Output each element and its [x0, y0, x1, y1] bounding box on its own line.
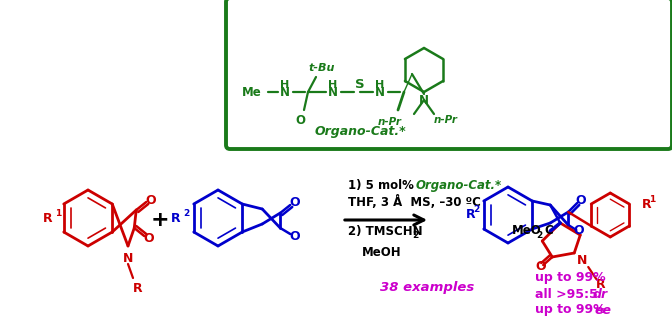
Text: 2: 2 [183, 209, 190, 217]
Text: C: C [544, 225, 553, 238]
Text: MeOH: MeOH [362, 245, 402, 259]
Text: N: N [328, 85, 338, 98]
Text: 2: 2 [473, 205, 479, 215]
Text: t-Bu: t-Bu [309, 63, 335, 73]
Text: MeO: MeO [512, 225, 542, 238]
Text: N: N [375, 85, 385, 98]
Text: 1: 1 [649, 196, 655, 204]
Text: R: R [171, 212, 181, 225]
Text: dr: dr [593, 288, 608, 301]
Text: +: + [151, 210, 169, 230]
Text: Organo-Cat.*: Organo-Cat.* [314, 126, 406, 139]
Text: H: H [376, 80, 384, 90]
FancyBboxPatch shape [226, 0, 672, 149]
Text: 2) TMSCHN: 2) TMSCHN [348, 226, 423, 239]
Text: 2: 2 [412, 231, 418, 241]
Text: N: N [280, 85, 290, 98]
Text: O: O [145, 194, 155, 206]
Text: R: R [133, 281, 143, 294]
Text: O: O [573, 225, 583, 238]
Text: N: N [123, 251, 133, 264]
Text: up to 99%: up to 99% [535, 304, 610, 317]
Text: 1) 5 mol%: 1) 5 mol% [348, 180, 418, 192]
Text: 1: 1 [55, 209, 61, 217]
Text: n-Pr: n-Pr [434, 115, 458, 125]
Text: O: O [143, 231, 154, 244]
Text: N: N [419, 94, 429, 107]
Text: R: R [466, 209, 476, 221]
Text: R: R [43, 212, 53, 225]
Text: THF, 3 Å  MS, –30 ºC: THF, 3 Å MS, –30 ºC [348, 195, 481, 209]
Text: 38 examples: 38 examples [380, 281, 474, 294]
Text: R: R [642, 199, 652, 212]
Text: O: O [289, 230, 300, 243]
Text: up to 99%: up to 99% [535, 272, 605, 285]
Text: all >95:5: all >95:5 [535, 288, 602, 301]
Text: Organo-Cat.*: Organo-Cat.* [416, 180, 502, 192]
Text: O: O [575, 195, 585, 208]
Text: N: N [577, 255, 587, 268]
Text: ee: ee [595, 304, 612, 317]
Text: O: O [535, 260, 546, 274]
Text: 2: 2 [536, 230, 542, 240]
Text: H: H [280, 80, 290, 90]
Text: Me: Me [242, 85, 262, 98]
Text: H: H [329, 80, 337, 90]
Text: O: O [289, 197, 300, 210]
Text: O: O [295, 113, 305, 126]
Text: R: R [595, 278, 605, 291]
Text: n-Pr: n-Pr [378, 117, 402, 127]
Text: S: S [355, 78, 365, 91]
